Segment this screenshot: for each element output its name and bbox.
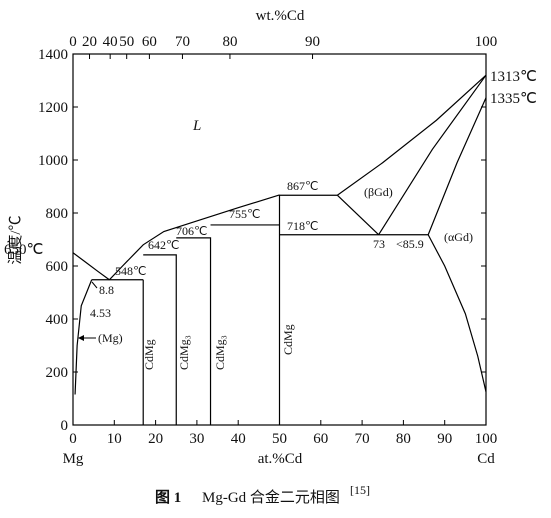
annotation: 4.53 [90,306,111,320]
phase-boundary [336,74,487,196]
x2-label: wt.%Cd [256,8,305,24]
y-tick-label: 400 [46,312,69,328]
annotation: CdMg₃ [213,335,227,370]
y-tick-label: 1400 [38,47,68,63]
x-tick-label: 20 [148,431,163,447]
x-tick-label: 90 [437,431,452,447]
end-label: Cd [477,451,495,467]
annotation: (Mg) [98,331,123,345]
phase-boundary [427,97,487,235]
annotation: CdMg [281,324,295,355]
x-tick-label: 100 [475,431,498,447]
x-tick-label: 10 [107,431,122,447]
x-label: at.%Cd [258,451,303,467]
side-label: 1335℃ [490,91,537,107]
phase-boundary [74,279,93,395]
arrow [91,281,98,289]
phase-boundary [427,234,487,393]
caption-text: Mg-Gd 合金二元相图 [202,489,340,506]
side-label: 1313℃ [490,69,537,85]
annotation: CdMg [142,339,156,370]
annotation: 706℃ [176,224,207,238]
annotation: 548℃ [115,264,146,278]
annotation: CdMg₃ [177,335,191,370]
phase-boundary [176,237,212,425]
x2-tick-label: 70 [175,34,190,50]
x2-tick-label: 50 [119,34,134,50]
y-tick-label: 600 [46,259,69,275]
annotation: 642℃ [148,238,179,252]
annotation: 867℃ [287,179,318,193]
phase-boundary [108,194,280,281]
annotation: (βGd) [364,185,393,199]
x-tick-label: 30 [189,431,204,447]
x-tick-label: 70 [355,431,370,447]
caption-figure: 图 1 [155,489,181,506]
x2-tick-label: 0 [69,34,77,50]
x2-tick-label: 100 [475,34,498,50]
caption-ref: [15] [350,483,370,497]
annotation: L [192,118,201,134]
phase-boundary [72,252,110,281]
x-tick-label: 40 [231,431,246,447]
annotation: (αGd) [444,230,473,244]
x2-tick-label: 80 [222,34,237,50]
x-tick-label: 0 [69,431,77,447]
y-tick-label: 800 [46,206,69,222]
x-tick-label: 60 [313,431,328,447]
x2-tick-label: 20 [82,34,97,50]
phase-boundary [378,74,487,236]
y-label: 温度/℃ [7,215,24,264]
y-tick-label: 0 [61,418,69,434]
x2-tick-label: 60 [142,34,157,50]
annotation: 8.8 [99,283,114,297]
annotation: <85.9 [396,237,424,251]
side-label: 650℃ [4,242,43,258]
arrow-head [78,335,84,341]
x-tick-label: 50 [272,431,287,447]
phase-boundary [143,254,177,425]
annotation: 73 [373,237,385,251]
x2-tick-label: 40 [103,34,118,50]
annotation: 755℃ [229,207,260,221]
x-tick-label: 80 [396,431,411,447]
y-tick-label: 1200 [38,100,68,116]
annotation: 718℃ [287,219,318,233]
end-label: Mg [63,451,84,467]
y-tick-label: 200 [46,365,69,381]
phase-boundary [336,194,380,236]
y-tick-label: 1000 [38,153,68,169]
x2-tick-label: 90 [305,34,320,50]
